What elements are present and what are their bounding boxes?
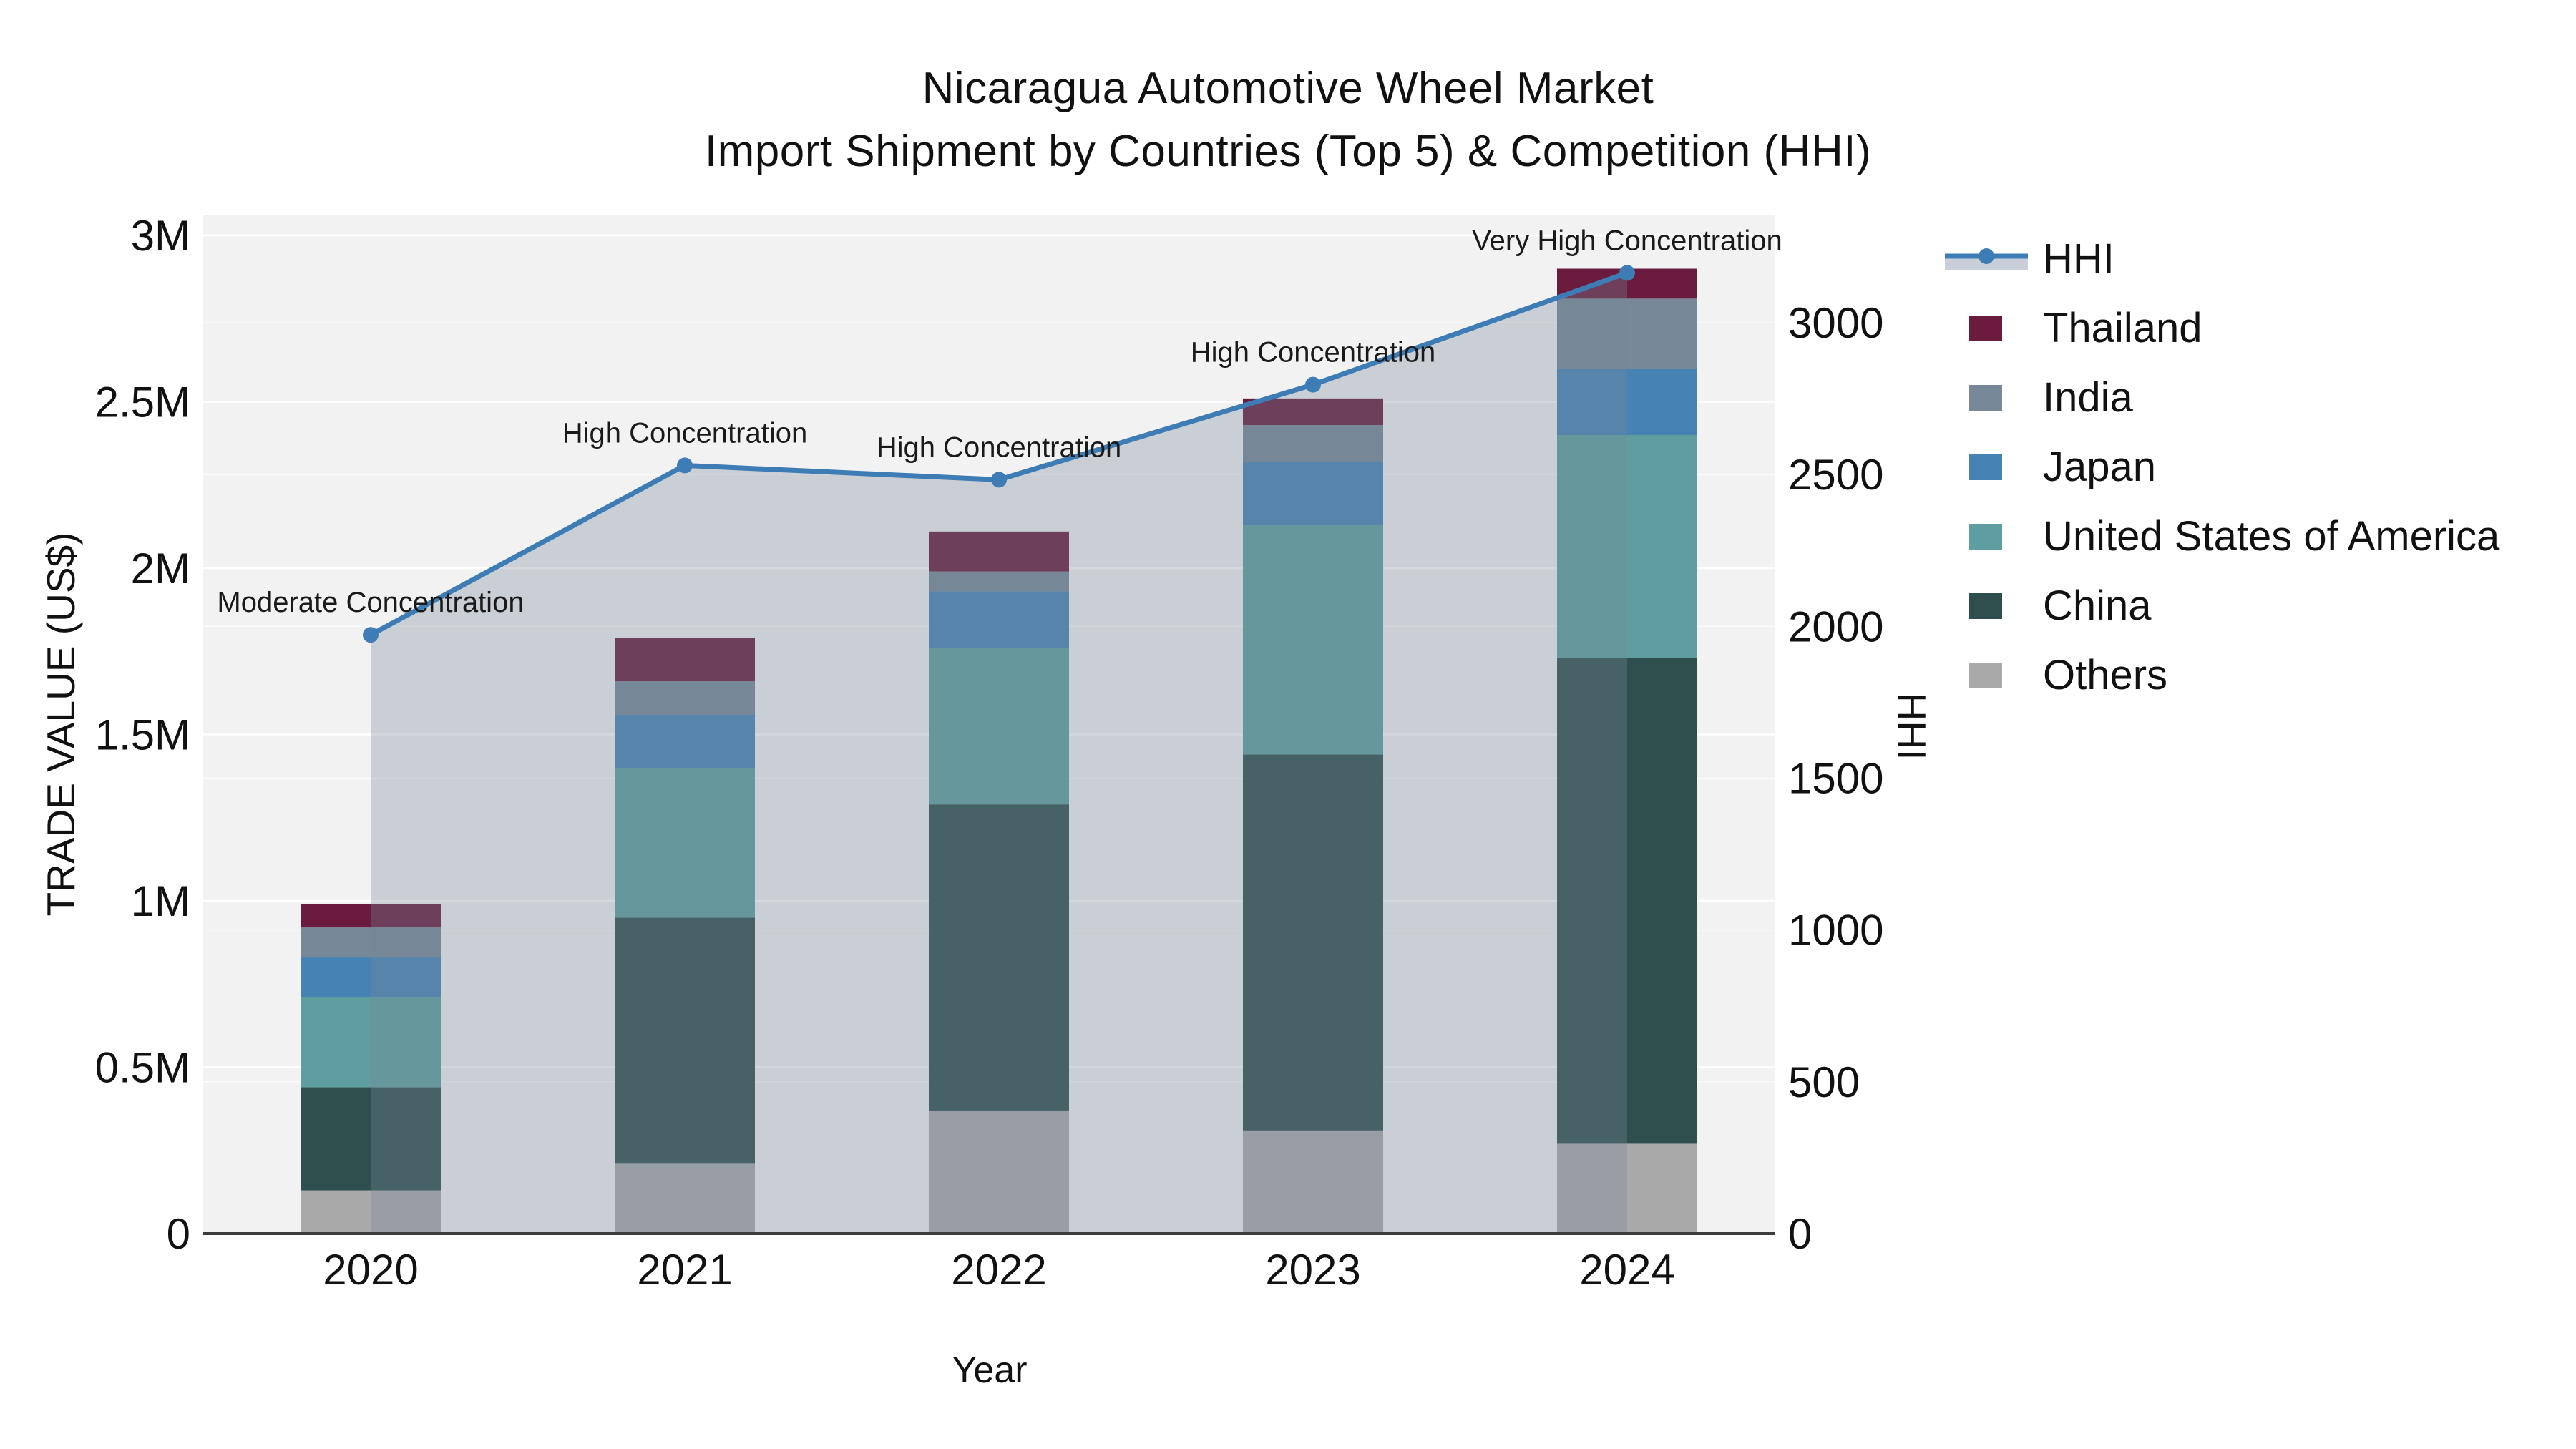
hhi-annotation-2024: Very High Concentration bbox=[1472, 225, 1782, 256]
chart-title-line2: Import Shipment by Countries (Top 5) & C… bbox=[704, 127, 1872, 176]
bar-segment-china-2022[interactable] bbox=[929, 804, 1069, 1111]
bar-segment-thailand-2020[interactable] bbox=[301, 904, 441, 928]
bar-segment-china-2020[interactable] bbox=[301, 1087, 441, 1191]
x-tick-label-2021: 2021 bbox=[637, 1246, 732, 1294]
legend-label: Japan bbox=[2043, 444, 2157, 490]
legend-item-china[interactable]: China bbox=[1945, 571, 2499, 640]
y-right-tick-label: 3000 bbox=[1788, 299, 1883, 347]
chart-title: Nicaragua Automotive Wheel Market Import… bbox=[0, 57, 2576, 183]
y-right-tick-label: 2500 bbox=[1788, 451, 1883, 499]
hhi-area-fill bbox=[371, 273, 1627, 1234]
legend-item-india[interactable]: India bbox=[1945, 363, 2499, 432]
bar-segment-india-2023[interactable] bbox=[1243, 425, 1383, 462]
y-left-tick-label: 1M bbox=[131, 877, 190, 925]
bar-segment-india-2021[interactable] bbox=[615, 681, 755, 715]
y-right-tick-label: 500 bbox=[1788, 1058, 1860, 1106]
hhi-annotation-2020: Moderate Concentration bbox=[217, 587, 524, 618]
y-axis-title-left: TRADE VALUE (US$) bbox=[39, 532, 83, 917]
bar-segment-japan-2021[interactable] bbox=[615, 714, 755, 768]
bar-segment-thailand-2021[interactable] bbox=[615, 638, 755, 682]
x-tick-label-2020: 2020 bbox=[323, 1246, 418, 1294]
hhi-annotation-2023: High Concentration bbox=[1191, 337, 1435, 369]
bar-segment-japan-2020[interactable] bbox=[301, 957, 441, 997]
y-left-tick-label: 1.5M bbox=[95, 711, 190, 759]
hhi-marker-2022[interactable] bbox=[991, 472, 1007, 488]
bar-segment-united-states-of-america-2022[interactable] bbox=[929, 648, 1069, 805]
x-tick-label-2022: 2022 bbox=[951, 1246, 1046, 1294]
y-right-tick-label: 0 bbox=[1788, 1210, 1812, 1258]
legend-spacer bbox=[1945, 605, 1969, 606]
hhi-marker-2021[interactable] bbox=[677, 457, 693, 474]
y-left-tick-label: 2.5M bbox=[95, 379, 190, 426]
bar-segment-others-2022[interactable] bbox=[929, 1110, 1069, 1234]
hhi-marker-2024[interactable] bbox=[1619, 265, 1635, 281]
bar-segment-japan-2022[interactable] bbox=[929, 591, 1069, 648]
x-axis-title: Year bbox=[952, 1350, 1028, 1391]
bar-segment-united-states-of-america-2021[interactable] bbox=[615, 768, 755, 918]
bar-segment-others-2021[interactable] bbox=[615, 1163, 755, 1234]
legend-swatch-icon bbox=[1969, 315, 2002, 341]
legend-label: Others bbox=[2043, 652, 2168, 698]
hhi-line-legend-icon bbox=[1945, 248, 2028, 270]
bar-segment-others-2024[interactable] bbox=[1557, 1143, 1697, 1234]
legend-label: HHI bbox=[2043, 235, 2114, 282]
legend-spacer bbox=[1945, 397, 1969, 398]
hhi-marker-2020[interactable] bbox=[363, 627, 379, 643]
hhi-marker-2023[interactable] bbox=[1305, 376, 1321, 393]
hhi-annotation-2022: High Concentration bbox=[877, 431, 1121, 463]
legend-item-others[interactable]: Others bbox=[1945, 640, 2499, 710]
x-tick-label-2023: 2023 bbox=[1265, 1246, 1360, 1294]
bar-segment-thailand-2023[interactable] bbox=[1243, 398, 1383, 426]
bar-segment-others-2023[interactable] bbox=[1243, 1130, 1383, 1234]
legend-spacer bbox=[1945, 536, 1969, 537]
legend-label: India bbox=[2043, 374, 2133, 421]
bar-segment-india-2022[interactable] bbox=[929, 571, 1069, 592]
legend-swatch-icon bbox=[1969, 384, 2002, 411]
legend-swatch-icon bbox=[1969, 523, 2002, 550]
bar-segment-thailand-2022[interactable] bbox=[929, 531, 1069, 572]
y-left-tick-label: 0 bbox=[167, 1210, 190, 1258]
bar-segment-japan-2024[interactable] bbox=[1557, 369, 1697, 435]
y-left-tick-label: 2M bbox=[131, 545, 190, 592]
y-right-tick-label: 2000 bbox=[1788, 602, 1883, 650]
bar-segment-united-states-of-america-2023[interactable] bbox=[1243, 525, 1383, 755]
chart-title-line1: Nicaragua Automotive Wheel Market bbox=[922, 64, 1654, 113]
legend-swatch-icon bbox=[1969, 592, 2002, 619]
legend-label: United States of America bbox=[2043, 513, 2500, 560]
bar-segment-india-2020[interactable] bbox=[301, 927, 441, 958]
legend-item-united-states-of-america[interactable]: United States of America bbox=[1945, 502, 2499, 571]
x-tick-label-2024: 2024 bbox=[1579, 1246, 1674, 1294]
legend-item-hhi[interactable]: HHI bbox=[1945, 224, 2499, 293]
bar-segment-china-2024[interactable] bbox=[1557, 658, 1697, 1144]
y-axis-title-right: HHI bbox=[1890, 692, 1934, 761]
legend-label: China bbox=[2043, 582, 2152, 629]
legend-label: Thailand bbox=[2043, 305, 2202, 351]
bar-segment-china-2023[interactable] bbox=[1243, 754, 1383, 1131]
bar-segment-others-2020[interactable] bbox=[301, 1190, 441, 1234]
bar-segment-united-states-of-america-2020[interactable] bbox=[301, 997, 441, 1088]
legend: HHI Thailand India Japan United States of Am… bbox=[1945, 224, 2499, 710]
legend-swatch-icon bbox=[1969, 662, 2002, 688]
legend-item-japan[interactable]: Japan bbox=[1945, 432, 2499, 502]
legend-swatch-icon bbox=[1969, 454, 2002, 480]
hhi-annotation-2021: High Concentration bbox=[562, 417, 807, 449]
y-left-tick-label: 3M bbox=[131, 212, 190, 260]
y-right-tick-label: 1500 bbox=[1788, 755, 1883, 803]
bar-segment-india-2024[interactable] bbox=[1557, 298, 1697, 369]
y-right-tick-label: 1000 bbox=[1788, 907, 1883, 955]
bar-segment-united-states-of-america-2024[interactable] bbox=[1557, 435, 1697, 658]
legend-item-thailand[interactable]: Thailand bbox=[1945, 293, 2499, 363]
bar-segment-china-2021[interactable] bbox=[615, 917, 755, 1164]
y-left-tick-label: 0.5M bbox=[95, 1044, 190, 1092]
bar-segment-japan-2023[interactable] bbox=[1243, 462, 1383, 525]
